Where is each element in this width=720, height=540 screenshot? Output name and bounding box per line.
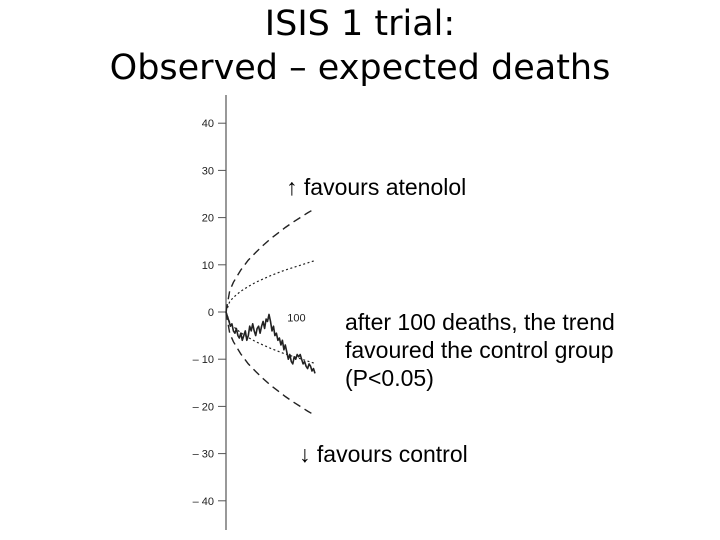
y-tick-label: – 20 (193, 401, 214, 413)
chart-series (225, 207, 316, 417)
annotation-trend-line1: after 100 deaths, the trend (345, 309, 615, 335)
y-tick-label: 20 (202, 213, 214, 225)
y-tick-label: – 10 (193, 354, 214, 366)
series-line-dotted-2 (225, 260, 316, 313)
chart-title-line1: ISIS 1 trial: (264, 4, 456, 44)
annotation-trend: after 100 deaths, the trend favoured the… (345, 308, 715, 392)
y-tick-label: – 30 (193, 449, 214, 461)
y-axis-ticks: 40 30 20 10 0 – 10 – 20 – 30 – 40 (193, 118, 226, 508)
y-tick-label: 10 (202, 260, 214, 272)
series-line-solid-0 (225, 311, 316, 374)
chart-title-line2: Observed – expected deaths (109, 48, 611, 88)
y-tick-label: 30 (202, 165, 214, 177)
y-tick-label: – 40 (193, 496, 214, 508)
y-tick-label: 0 (208, 307, 214, 319)
point-labels: 100 (287, 312, 305, 324)
series-line-dashed-4 (225, 311, 316, 417)
annotation-favours-control: ↓ favours control (299, 441, 468, 467)
chart-title: ISIS 1 trial: Observed – expected deaths (0, 2, 720, 90)
series-line-dotted-3 (225, 311, 316, 364)
point-label: 100 (287, 312, 305, 324)
y-tick-label: 40 (202, 118, 214, 130)
annotation-favours-atenolol: ↑ favours atenolol (286, 174, 467, 200)
series-line-dashed-1 (225, 207, 316, 313)
annotation-trend-line3: (P<0.05) (345, 365, 434, 391)
annotation-trend-line2: favoured the control group (345, 337, 614, 363)
